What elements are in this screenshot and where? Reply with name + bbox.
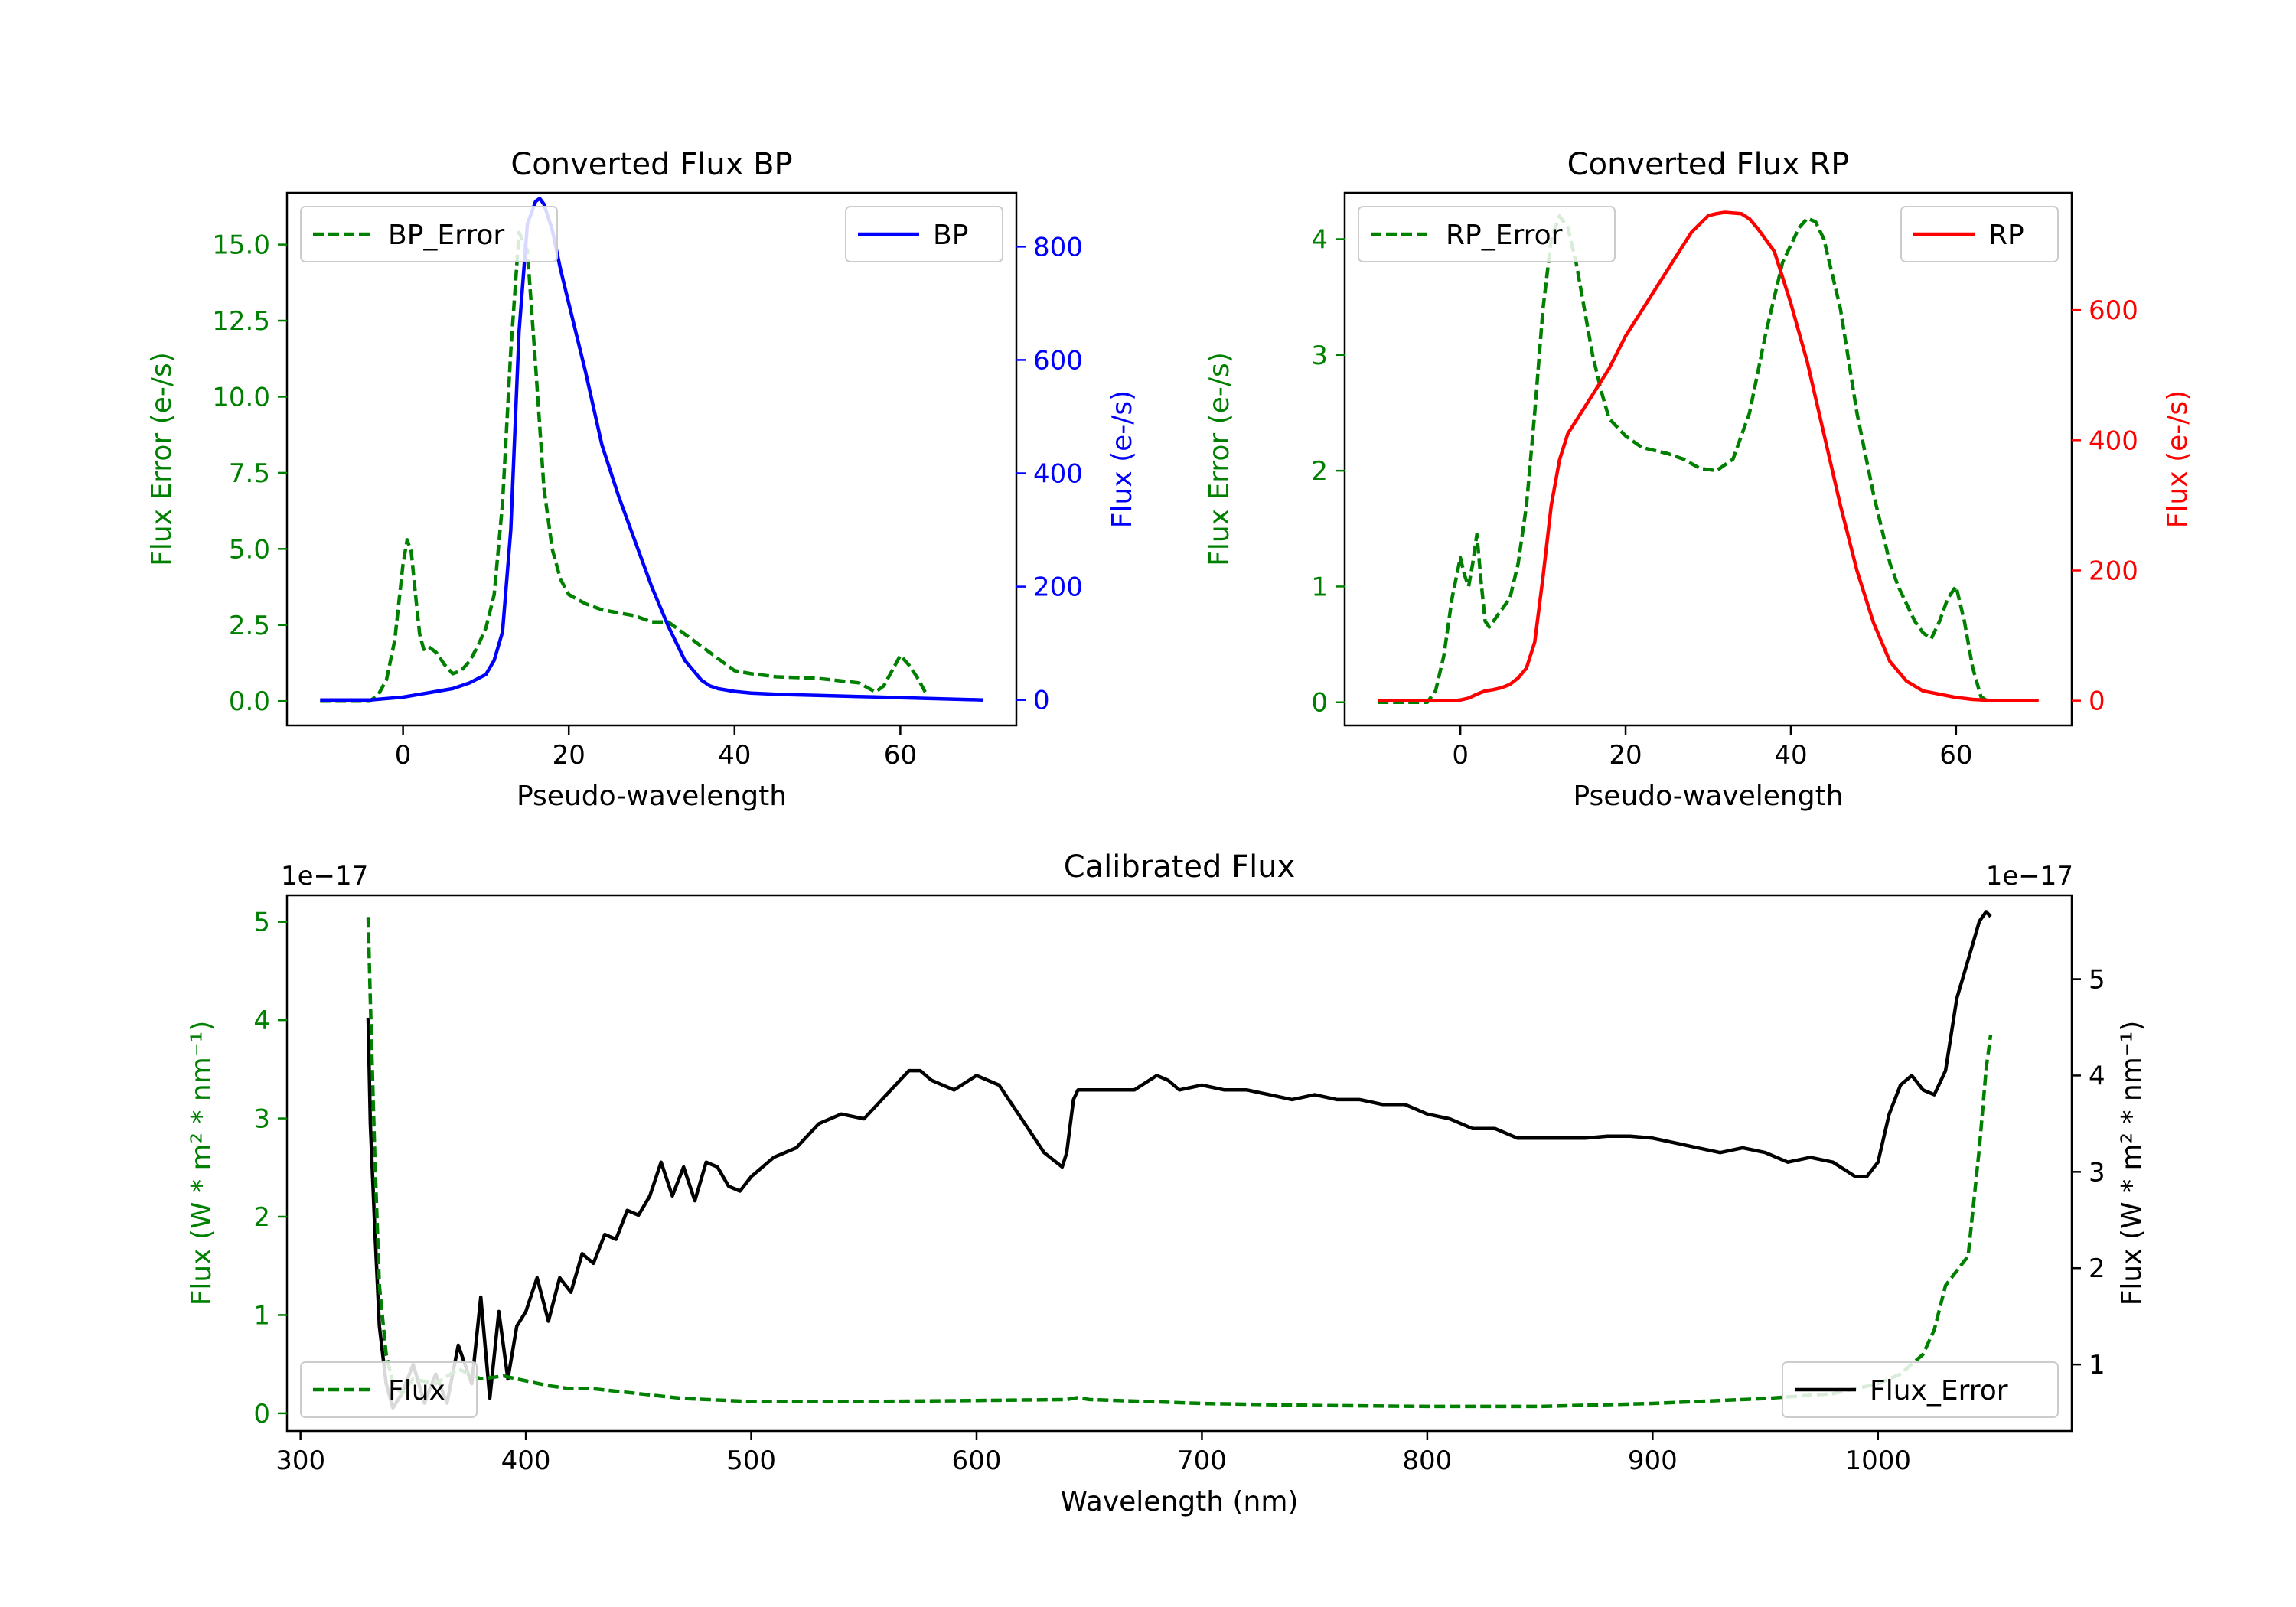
legend: Flux — [300, 1361, 478, 1418]
y-left-tick-label: 12.5 — [212, 306, 270, 337]
legend-label: Flux — [388, 1375, 445, 1407]
x-tick-label: 500 — [726, 1446, 776, 1476]
plot-frame — [285, 894, 2073, 1433]
y-left-tick-label: 3 — [253, 1104, 270, 1135]
y-right-tick-label: 0 — [1033, 686, 1050, 716]
y-left-tick-label: 1 — [1311, 572, 1328, 602]
y-left-tick-label: 4 — [1311, 225, 1328, 256]
x-tick-label: 0 — [395, 740, 412, 771]
chart-title: Converted Flux RP — [1567, 147, 1850, 182]
x-tick-label: 40 — [718, 740, 751, 771]
chart-title: Calibrated Flux — [1064, 849, 1296, 885]
y-right-tick-label: 5 — [2089, 965, 2105, 996]
y-left-tick-label: 0.0 — [229, 686, 270, 717]
y-right-axis-label: Flux (e-/s) — [2162, 390, 2193, 528]
y-left-offset-label: 1e−17 — [281, 861, 368, 892]
legend: RP — [1900, 206, 2059, 262]
x-tick-label: 400 — [501, 1446, 551, 1476]
y-left-tick-label: 5 — [253, 908, 270, 938]
x-tick-label: 600 — [952, 1446, 1002, 1476]
plot-frame — [1343, 191, 2073, 727]
y-left-axis-label: Flux (W * m² * nm⁻¹) — [186, 1021, 217, 1306]
x-tick-label: 20 — [1609, 740, 1642, 771]
y-right-tick-label: 2 — [2089, 1253, 2105, 1284]
x-tick-label: 1000 — [1845, 1446, 1912, 1476]
bp-chart: 0 20 40 60 0.0 2.5 5.0 7.5 10.0 12.5 15.0 0 200 400 60… — [146, 147, 1138, 812]
x-tick-label: 900 — [1628, 1446, 1678, 1476]
chart-title: Converted Flux BP — [510, 147, 792, 182]
y-right-offset-label: 1e−17 — [1986, 861, 2073, 892]
y-right-tick-label: 4 — [2089, 1061, 2105, 1091]
y-right-tick-label: 400 — [1033, 459, 1083, 490]
y-left-tick-label: 2 — [1311, 456, 1328, 487]
y-right-tick-label: 600 — [2089, 295, 2138, 326]
legend-label: Flux_Error — [1870, 1375, 2008, 1407]
legend-label: BP — [933, 220, 968, 251]
y-right-tick-label: 800 — [1033, 232, 1083, 262]
y-right-axis-label: Flux (W * m² * nm⁻¹) — [2116, 1021, 2148, 1306]
x-tick-label: 700 — [1177, 1446, 1227, 1476]
x-axis-label: Wavelength (nm) — [1061, 1486, 1299, 1517]
x-tick-label: 800 — [1402, 1446, 1452, 1476]
y-left-tick-label: 10.0 — [212, 382, 270, 412]
y-left-axis-label: Flux Error (e-/s) — [1204, 352, 1235, 566]
x-axis-label: Pseudo-wavelength — [1573, 781, 1843, 812]
x-axis-label: Pseudo-wavelength — [517, 781, 787, 812]
series-rp — [1378, 210, 2039, 702]
legend: RP_Error — [1358, 206, 1616, 262]
y-right-tick-label: 3 — [2089, 1157, 2105, 1188]
y-left-tick-label: 3 — [1311, 341, 1328, 371]
series-flux — [366, 910, 1992, 1410]
y-left-tick-label: 2 — [253, 1202, 270, 1233]
series-bp — [320, 197, 983, 702]
y-left-tick-label: 1 — [253, 1300, 270, 1331]
y-left-tick-label: 7.5 — [229, 458, 270, 489]
series-flux-error — [366, 917, 1993, 1409]
y-left-tick-label: 0 — [253, 1399, 270, 1429]
y-right-tick-label: 200 — [2089, 556, 2138, 586]
x-tick-label: 20 — [553, 740, 585, 771]
x-tick-label: 60 — [884, 740, 917, 771]
y-left-tick-label: 0 — [1311, 688, 1328, 719]
x-tick-label: 300 — [276, 1446, 325, 1476]
legend-label: RP — [1988, 220, 2024, 251]
y-right-tick-label: 200 — [1033, 572, 1083, 603]
legend-label: BP_Error — [388, 220, 504, 251]
legend: BP — [845, 206, 1003, 262]
y-right-tick-label: 1 — [2089, 1350, 2105, 1380]
legend: BP_Error — [300, 206, 558, 262]
x-tick-label: 0 — [1452, 740, 1469, 771]
legend-label: RP_Error — [1446, 220, 1563, 251]
y-right-axis-label: Flux (e-/s) — [1107, 390, 1138, 528]
calibrated-chart: 300 400 500 600 700 800 900 1000 0 1 2 3 4 5 1 2 3 4 5 Cali… — [186, 849, 2148, 1517]
y-right-tick-label: 600 — [1033, 345, 1083, 376]
y-left-tick-label: 5.0 — [229, 534, 270, 565]
x-tick-label: 60 — [1939, 740, 1972, 771]
legend: Flux_Error — [1782, 1361, 2059, 1418]
series-rp-error — [1378, 214, 1991, 704]
plot-frame — [285, 191, 1018, 727]
x-tick-label: 40 — [1774, 740, 1807, 771]
y-left-tick-label: 2.5 — [229, 611, 270, 641]
y-left-tick-label: 4 — [253, 1006, 270, 1036]
y-left-tick-label: 15.0 — [212, 230, 270, 261]
y-right-tick-label: 0 — [2089, 686, 2105, 717]
y-left-axis-label: Flux Error (e-/s) — [146, 352, 178, 566]
y-right-tick-label: 400 — [2089, 425, 2138, 456]
series-bp-error — [320, 230, 927, 703]
